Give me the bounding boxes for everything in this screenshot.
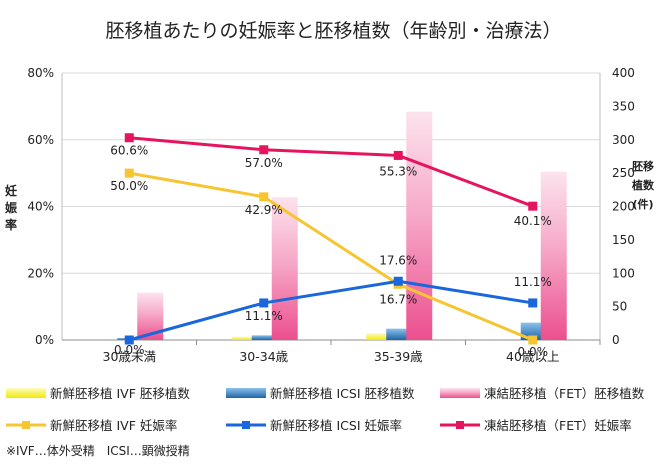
legend-label-ivf-rate: 新鮮胚移植 IVF 妊娠率: [50, 418, 178, 433]
legend-item-icsi-count: 新鮮胚移植 ICSI 胚移植数: [226, 383, 414, 402]
data-label-icsi-rate: 17.6%: [379, 253, 417, 267]
y-left-tick-label: 60%: [27, 133, 54, 147]
data-label-fet-rate: 57.0%: [245, 156, 283, 170]
legend-swatch-fet-count: [440, 387, 480, 398]
point-ivf-rate: [528, 335, 538, 345]
footnote: ※IVF…体外受精 ICSI…顕微授精: [6, 444, 190, 458]
y-right-tick-label: 350: [612, 99, 635, 113]
point-icsi-rate: [528, 298, 538, 308]
y-right-tick-label: 300: [612, 133, 635, 147]
point-ivf-rate: [259, 192, 269, 202]
bar-fet: [406, 111, 433, 340]
x-tick-label: 30-34歳: [239, 349, 288, 364]
bar-ivf: [231, 336, 258, 340]
point-ivf-rate: [124, 168, 134, 178]
legend-item-fet-rate: 凍結胚移植（FET）妊娠率: [440, 415, 632, 434]
y-axis-left-label: 妊娠率: [3, 183, 19, 234]
bar-icsi: [251, 335, 278, 340]
y-right-tick-label: 400: [612, 66, 635, 80]
y-right-tick-label: 200: [612, 200, 635, 214]
bar-icsi: [520, 322, 547, 340]
legend-swatch-fet-rate: [440, 420, 480, 429]
y-axis-right-label-text: 胚移植数: [632, 160, 654, 192]
point-icsi-rate: [259, 298, 269, 308]
legend-swatch-icsi-rate: [226, 420, 266, 429]
data-label-ivf-rate: 0.0%: [518, 345, 549, 359]
legend-item-icsi-rate: 新鮮胚移植 ICSI 妊娠率: [226, 415, 402, 434]
legend-item-ivf-rate: 新鮮胚移植 IVF 妊娠率: [6, 415, 177, 434]
data-label-ivf-rate: 50.0%: [110, 179, 148, 193]
legend-label-ivf-count: 新鮮胚移植 IVF 胚移植数: [50, 386, 190, 401]
line-icsi-rate: [128, 279, 533, 342]
line-fet-rate: [129, 136, 534, 208]
data-label-icsi-rate: 0.0%: [114, 343, 145, 357]
point-fet-rate: [528, 201, 538, 211]
chart-title: 胚移植あたりの妊娠率と胚移植数（年齢別・治療法）: [105, 20, 562, 42]
y-right-tick-label: 250: [612, 166, 635, 180]
data-label-icsi-rate: 11.1%: [514, 275, 552, 289]
y-right-tick-label: 50: [612, 300, 627, 314]
legend-item-fet-count: 凍結胚移植（FET）胚移植数: [440, 383, 644, 402]
y-right-tick-label: 0: [612, 333, 620, 347]
data-label-fet-rate: 60.6%: [110, 144, 148, 158]
legend-swatch-ivf-rate: [6, 420, 46, 429]
data-label-ivf-rate: 42.9%: [245, 203, 283, 217]
legend-item-ivf-count: 新鮮胚移植 IVF 胚移植数: [6, 383, 190, 402]
y-right-tick-label: 100: [612, 266, 635, 280]
point-fet-rate: [393, 150, 403, 160]
y-left-tick-label: 0%: [35, 333, 54, 347]
point-icsi-rate: [393, 276, 403, 286]
y-axis-right-unit: (件): [632, 198, 654, 211]
data-label-fet-rate: 40.1%: [514, 214, 552, 228]
data-label-icsi-rate: 11.1%: [245, 309, 283, 323]
x-tick-label: 30歳未満: [103, 349, 156, 364]
y-right-tick-label: 150: [612, 233, 635, 247]
point-icsi-rate: [124, 335, 134, 345]
legend-label-fet-count: 凍結胚移植（FET）胚移植数: [484, 386, 645, 401]
legend-label-fet-rate: 凍結胚移植（FET）妊娠率: [484, 418, 632, 433]
x-tick-label: 40歳以上: [506, 349, 559, 364]
legend-label-icsi-rate: 新鮮胚移植 ICSI 妊娠率: [270, 418, 402, 433]
point-fet-rate: [259, 145, 269, 155]
y-axis-left-label-text: 妊娠率: [4, 184, 17, 232]
bar-fet: [271, 197, 298, 340]
legend-swatch-icsi-count: [226, 387, 266, 398]
bar-icsi: [386, 328, 413, 340]
data-label-fet-rate: 55.3%: [379, 164, 417, 178]
x-tick-label: 35-39歳: [374, 349, 423, 364]
bar-fet: [540, 171, 567, 340]
point-fet-rate: [124, 133, 134, 143]
data-label-ivf-rate: 16.7%: [379, 292, 417, 306]
bar-ivf: [366, 333, 393, 340]
y-left-tick-label: 40%: [27, 200, 54, 214]
line-ivf-rate: [128, 171, 534, 342]
legend-swatch-ivf-count: [6, 387, 46, 398]
legend-label-icsi-count: 新鮮胚移植 ICSI 胚移植数: [270, 386, 415, 401]
y-left-tick-label: 80%: [27, 66, 54, 80]
y-axis-right-label: 胚移植数 (件): [628, 157, 658, 214]
y-left-tick-label: 20%: [27, 266, 54, 280]
